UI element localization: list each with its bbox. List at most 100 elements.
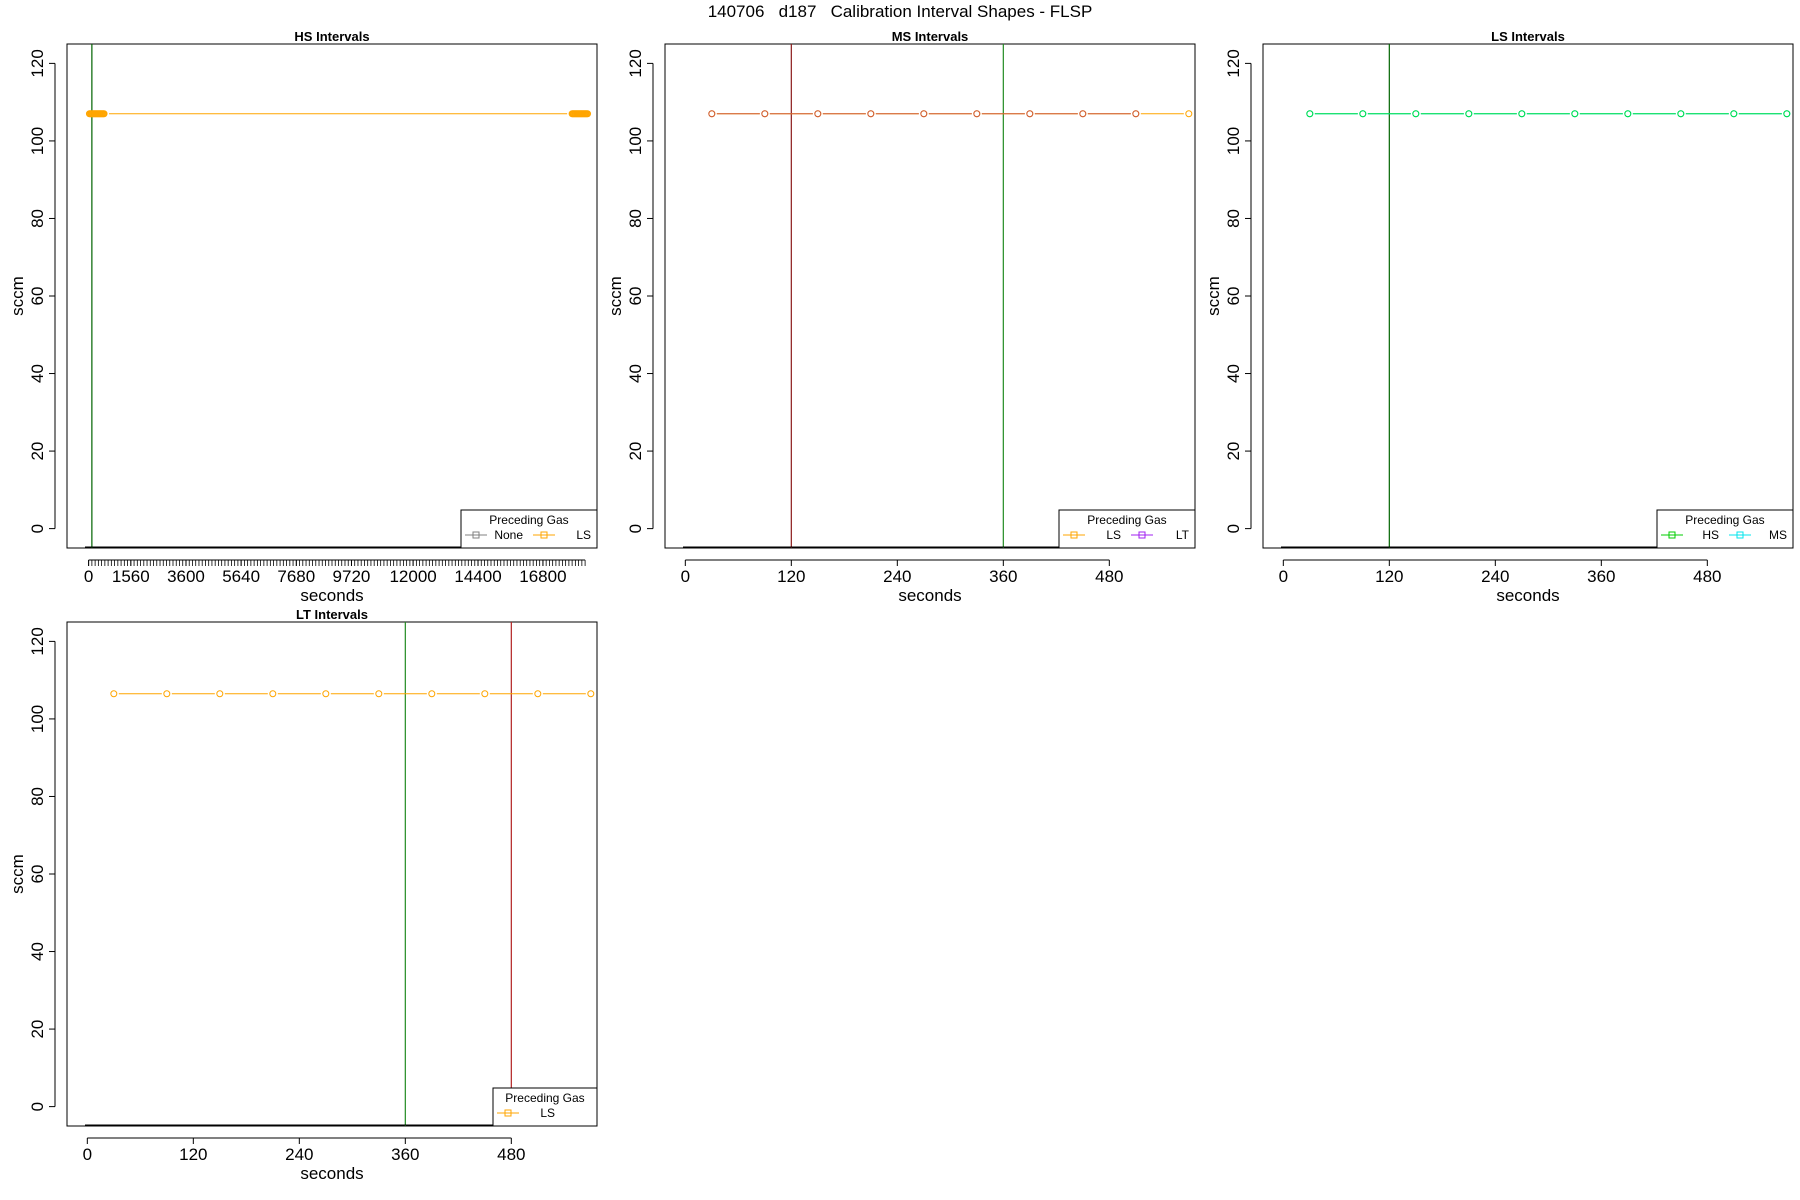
data-point xyxy=(428,690,436,698)
data-point xyxy=(708,110,716,118)
y-tick-label: 60 xyxy=(626,287,645,306)
y-tick-label: 60 xyxy=(28,865,47,884)
plot-frame xyxy=(664,43,1196,549)
legend-title: Preceding Gas xyxy=(1087,513,1166,527)
y-tick-label: 40 xyxy=(28,364,47,383)
legend-label: None xyxy=(494,528,523,542)
data-point xyxy=(1677,110,1685,118)
data-point xyxy=(1624,110,1632,118)
panel-ls-intervals: LS Intervals 0 20 40 60 80 100 120 sccm 0 120 240 36… xyxy=(1204,29,1794,605)
legend-box xyxy=(460,509,598,549)
x-axis-label: seconds xyxy=(300,586,363,605)
y-axis-label: sccm xyxy=(8,854,27,894)
data-point xyxy=(1465,110,1473,118)
data-point xyxy=(1730,110,1738,118)
data-point xyxy=(322,690,330,698)
data-point xyxy=(1783,110,1791,118)
y-tick-label: 80 xyxy=(28,787,47,806)
data-point xyxy=(1185,110,1193,118)
y-tick-label: 60 xyxy=(28,287,47,306)
y-tick-label: 80 xyxy=(1224,209,1243,228)
y-axis-label: sccm xyxy=(606,276,625,316)
data-point xyxy=(1079,110,1087,118)
legend-label: MS xyxy=(1769,528,1787,542)
y-tick-label: 120 xyxy=(28,627,47,655)
x-axis-label: seconds xyxy=(300,1164,363,1183)
x-tick-label: 1560 xyxy=(112,567,150,586)
x-axis: 0 120 240 360 480 seconds xyxy=(681,559,1124,605)
panel-title: LT Intervals xyxy=(296,607,368,622)
legend-swatch xyxy=(504,1109,512,1117)
x-tick-label: 120 xyxy=(179,1145,207,1164)
data-point xyxy=(587,690,595,698)
x-axis-label: seconds xyxy=(1496,586,1559,605)
data-point xyxy=(163,690,171,698)
y-axis: 0 20 40 60 80 100 120 sccm xyxy=(606,49,654,533)
data-point xyxy=(1359,110,1367,118)
x-tick-label: 240 xyxy=(285,1145,313,1164)
data-point xyxy=(584,110,592,118)
legend-title: Preceding Gas xyxy=(505,1091,584,1105)
plot-frame xyxy=(66,621,598,1127)
y-tick-label: 20 xyxy=(1224,442,1243,461)
y-tick-label: 100 xyxy=(28,127,47,155)
data-point xyxy=(481,690,489,698)
legend-swatch xyxy=(1138,531,1146,539)
y-tick-label: 40 xyxy=(626,364,645,383)
y-axis: 0 20 40 60 80 100 120 sccm xyxy=(1204,49,1252,533)
data-point xyxy=(1306,110,1314,118)
data-point xyxy=(814,110,822,118)
panel-title: LS Intervals xyxy=(1491,29,1565,44)
data-point xyxy=(110,690,118,698)
x-tick-label: 12000 xyxy=(389,567,436,586)
y-tick-label: 20 xyxy=(28,442,47,461)
panel-ms-intervals: MS Intervals 0 20 40 60 80 100 120 sccm 0 120 240 36… xyxy=(606,29,1196,605)
panel-lt-intervals: LT Intervals 0 20 40 60 80 100 120 sccm 0 120 240 36… xyxy=(8,607,598,1183)
y-tick-label: 100 xyxy=(28,705,47,733)
legend-label: LS xyxy=(540,1106,555,1120)
x-tick-label: 16800 xyxy=(519,567,566,586)
data-point xyxy=(1026,110,1034,118)
legend-label: HS xyxy=(1702,528,1719,542)
data-point xyxy=(867,110,875,118)
panel-title: MS Intervals xyxy=(892,29,969,44)
legend-label: LS xyxy=(1106,528,1121,542)
data-point xyxy=(375,690,383,698)
series-0 xyxy=(110,690,595,698)
x-tick-label: 0 xyxy=(84,567,93,586)
data-point xyxy=(973,110,981,118)
legend-box xyxy=(492,1087,598,1127)
x-axis-label: seconds xyxy=(898,586,961,605)
y-axis: 0 20 40 60 80 100 120 sccm xyxy=(8,627,56,1111)
legend-swatch xyxy=(540,531,548,539)
y-tick-label: 0 xyxy=(626,524,645,533)
y-tick-label: 120 xyxy=(626,49,645,77)
y-tick-label: 120 xyxy=(1224,49,1243,77)
x-tick-label: 0 xyxy=(83,1145,92,1164)
data-point xyxy=(269,690,277,698)
y-tick-label: 80 xyxy=(626,209,645,228)
x-axis: 0 1560 3600 5640 7680 9720 12000 14400 16800 seco… xyxy=(84,559,586,605)
data-point xyxy=(1571,110,1579,118)
x-axis: 0 120 240 360 480 seconds xyxy=(1279,559,1722,605)
series-1 xyxy=(708,110,1140,118)
x-tick-label: 360 xyxy=(391,1145,419,1164)
legend-swatch xyxy=(1070,531,1078,539)
y-tick-label: 0 xyxy=(28,1102,47,1111)
panel-title: HS Intervals xyxy=(294,29,369,44)
legend-swatch xyxy=(1668,531,1676,539)
legend-label: LS xyxy=(576,528,591,542)
y-axis-label: sccm xyxy=(8,276,27,316)
x-tick-label: 360 xyxy=(989,567,1017,586)
x-tick-label: 120 xyxy=(777,567,805,586)
plot-frame xyxy=(1262,43,1794,549)
plot-frame xyxy=(66,43,598,549)
x-tick-label: 240 xyxy=(1481,567,1509,586)
x-tick-label: 120 xyxy=(1375,567,1403,586)
legend-box xyxy=(1058,509,1196,549)
x-tick-label: 9720 xyxy=(333,567,371,586)
